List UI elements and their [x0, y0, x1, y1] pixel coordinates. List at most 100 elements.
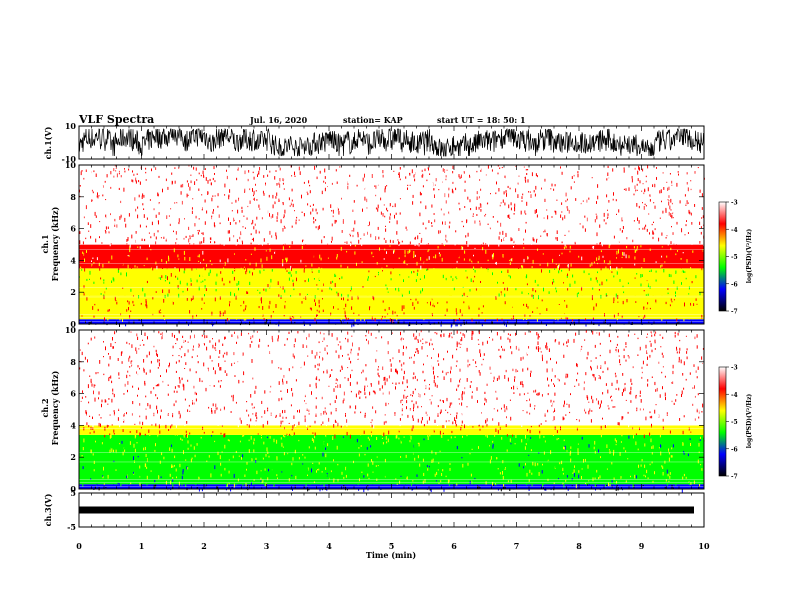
spectrogram-speckle [664, 175, 666, 179]
spectrogram-speckle [697, 167, 699, 169]
spectrogram-speckle [294, 199, 296, 204]
spectrogram-speckle [478, 251, 480, 255]
spectrogram-speckle [396, 220, 398, 225]
spectrogram-speckle [624, 290, 626, 293]
spectrogram-speckle [131, 344, 133, 348]
spectrogram-speckle [294, 233, 296, 237]
spectrogram-speckle [579, 245, 581, 250]
spectrogram-speckle [393, 170, 395, 172]
spectrogram-speckle [601, 208, 603, 211]
spectrogram-speckle [310, 187, 312, 189]
spectrogram-speckle [658, 230, 660, 232]
spectrogram-speckle [219, 218, 221, 222]
spectrogram-speckle [554, 339, 556, 343]
spectrogram-speckle [292, 265, 294, 268]
spectrogram-speckle [200, 284, 202, 287]
spectrogram-speckle [486, 203, 488, 205]
spectrogram-band [79, 165, 704, 245]
spectrogram-speckle [491, 253, 493, 255]
spectrogram-speckle [265, 250, 267, 252]
spectrogram-speckle [296, 470, 298, 474]
spectrogram-speckle [421, 235, 423, 238]
spectrogram-speckle [665, 272, 667, 275]
spectrogram-speckle [622, 226, 624, 230]
spectrogram-speckle [124, 170, 126, 173]
spectrogram-speckle [138, 184, 139, 187]
spectrogram-speckle [696, 303, 698, 305]
spectrogram-speckle [102, 190, 104, 193]
spectrogram-speckle [600, 250, 602, 253]
spectrogram-speckle [203, 302, 205, 304]
spectrogram-speckle [671, 180, 673, 184]
spectrogram-speckle [641, 254, 642, 259]
spectrogram-speckle [499, 231, 501, 235]
spectrogram-speckle [599, 256, 601, 259]
spectrogram-speckle [581, 290, 583, 292]
spectrogram-speckle [295, 194, 297, 197]
spectrogram-speckle [150, 183, 152, 186]
spectrogram-speckle [517, 194, 519, 198]
spectrogram-speckle [651, 225, 652, 229]
spectrogram-speckle [611, 230, 613, 234]
spectrogram-speckle [504, 293, 506, 297]
spectrogram-speckle [454, 307, 456, 312]
spectrogram-speckle [229, 168, 231, 173]
spectrogram-speckle [161, 235, 163, 237]
spectrogram-speckle [168, 240, 170, 245]
spectrogram-speckle [434, 194, 435, 198]
spectrogram-speckle [351, 278, 353, 281]
spectrogram-speckle [389, 234, 391, 239]
spectrogram-speckle [382, 270, 383, 272]
spectrogram-speckle [231, 165, 233, 170]
spectrogram-speckle [323, 246, 325, 251]
spectrogram-speckle [600, 302, 602, 304]
spectrogram-speckle [355, 257, 357, 260]
spectrogram-speckle [255, 190, 257, 192]
spectrogram-speckle [315, 226, 317, 229]
spectrogram-speckle [365, 202, 366, 205]
spectrogram-speckle [171, 177, 173, 181]
spectrogram-speckle [700, 233, 701, 235]
spectrogram-speckle [607, 209, 608, 211]
spectrogram-speckle [211, 273, 213, 275]
spectrogram-speckle [331, 241, 332, 243]
spectrogram-speckle [484, 320, 486, 322]
spectrogram-speckle [621, 230, 623, 233]
spectrogram-speckle [480, 293, 482, 297]
spectrogram-speckle [399, 255, 401, 260]
spectrogram-speckle [539, 312, 540, 314]
spectrogram-speckle [344, 289, 346, 292]
spectrogram-speckle [317, 314, 318, 316]
spectrogram-speckle [218, 339, 220, 343]
spectrogram-speckle [593, 261, 595, 264]
spectrogram-speckle [622, 300, 624, 305]
spectrogram-speckle [546, 342, 548, 346]
spectrogram-speckle [335, 220, 337, 223]
spectrogram-speckle [420, 240, 422, 243]
spectrogram-speckle [539, 195, 541, 198]
spectrogram-speckle [700, 241, 702, 245]
spectrogram-speckle [372, 295, 374, 299]
spectrogram-speckle [168, 412, 170, 415]
spectrogram-speckle [657, 210, 659, 214]
spectrogram-speckle [357, 270, 359, 274]
spectrogram-speckle [315, 314, 317, 317]
spectrogram-speckle [647, 308, 649, 313]
spectrogram-speckle [420, 290, 422, 294]
spectrogram-speckle [602, 255, 604, 258]
spectrogram-speckle [638, 316, 640, 318]
spectrogram-speckle [417, 189, 419, 193]
spectrogram-speckle [536, 319, 538, 322]
spectrogram-speckle [466, 177, 468, 182]
spectrogram-speckle [699, 221, 701, 225]
spectrogram-speckle [645, 180, 647, 183]
spectrogram-speckle [488, 273, 490, 278]
spectrogram-band [79, 295, 704, 320]
spectrogram-speckle [156, 303, 158, 305]
spectrogram-speckle [104, 180, 106, 183]
spectrogram-speckle [221, 255, 223, 259]
spectrogram-speckle [661, 186, 663, 188]
spectrogram-speckle [144, 238, 146, 243]
spectrogram-speckle [353, 323, 355, 327]
spectrogram-speckle [524, 210, 526, 214]
